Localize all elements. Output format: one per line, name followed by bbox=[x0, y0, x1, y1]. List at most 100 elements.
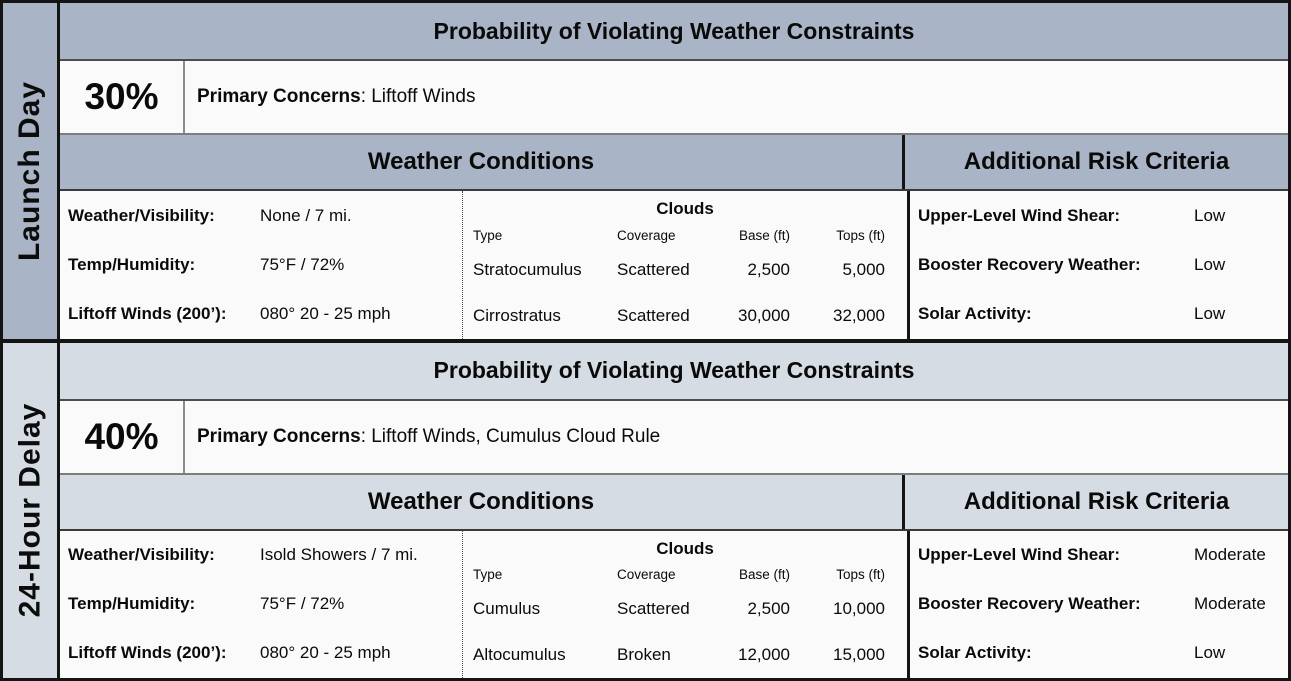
primary-concerns-value: : Liftoff Winds bbox=[360, 86, 476, 107]
24-hour-delay-section: 24-Hour Delay Probability of Violating W… bbox=[3, 338, 1288, 679]
weather-row-label: Temp/Humidity: bbox=[68, 254, 196, 274]
additional-risk-column: Upper-Level Wind Shear: Low Booster Reco… bbox=[907, 191, 1288, 339]
cloud-coverage: Broken bbox=[617, 645, 671, 665]
additional-risk-column: Upper-Level Wind Shear: Moderate Booster… bbox=[907, 530, 1288, 678]
weather-row-value: 75°F / 72% bbox=[260, 594, 345, 614]
risk-row: Booster Recovery Weather: Moderate bbox=[910, 580, 1288, 629]
risk-row: Upper-Level Wind Shear: Moderate bbox=[910, 531, 1288, 580]
condition-headers-row: Weather Conditions Additional Risk Crite… bbox=[60, 135, 1288, 191]
probability-header: Probability of Violating Weather Constra… bbox=[60, 3, 1288, 61]
risk-row-label: Booster Recovery Weather: bbox=[918, 254, 1141, 274]
primary-concerns-label: Primary Concerns bbox=[197, 86, 361, 107]
clouds-column-headers: Type Coverage Base (ft) Tops (ft) bbox=[463, 563, 907, 587]
section-side-label: 24-Hour Delay bbox=[13, 402, 46, 618]
weather-row-value: 75°F / 72% bbox=[260, 254, 345, 274]
cloud-type: Altocumulus bbox=[473, 645, 566, 665]
risk-row-value: Low bbox=[1194, 205, 1226, 225]
condition-headers-row: Weather Conditions Additional Risk Crite… bbox=[60, 474, 1288, 531]
risk-row-label: Solar Activity: bbox=[918, 643, 1032, 663]
clouds-column-headers: Type Coverage Base (ft) Tops (ft) bbox=[463, 223, 907, 247]
cloud-base: 2,500 bbox=[747, 259, 790, 279]
conditions-data-row: Weather/Visibility: None / 7 mi. Temp/Hu… bbox=[60, 191, 1288, 339]
weather-summary-column: Weather/Visibility: Isold Showers / 7 mi… bbox=[60, 530, 463, 678]
additional-risk-header: Additional Risk Criteria bbox=[905, 474, 1288, 529]
weather-row-value: 080° 20 - 25 mph bbox=[260, 303, 391, 323]
weather-row-value: None / 7 mi. bbox=[260, 205, 352, 225]
weather-row-label: Weather/Visibility: bbox=[68, 545, 215, 565]
cloud-base: 12,000 bbox=[738, 645, 790, 665]
risk-row: Solar Activity: Low bbox=[910, 289, 1288, 338]
clouds-table: Clouds Type Coverage Base (ft) Tops (ft)… bbox=[463, 531, 907, 679]
cloud-coverage: Scattered bbox=[617, 259, 690, 279]
cloud-type: Stratocumulus bbox=[473, 259, 582, 279]
24-hour-delay-side-cell: 24-Hour Delay bbox=[3, 342, 60, 678]
probability-row: 40% Primary Concerns: Liftoff Winds, Cum… bbox=[60, 400, 1288, 475]
clouds-column-header: Coverage bbox=[617, 227, 676, 243]
risk-row-label: Upper-Level Wind Shear: bbox=[918, 545, 1120, 565]
clouds-title: Clouds bbox=[656, 199, 714, 218]
section-side-label: Launch Day bbox=[13, 80, 47, 261]
weather-row: Temp/Humidity: 75°F / 72% bbox=[60, 240, 462, 289]
cloud-tops: 32,000 bbox=[833, 305, 885, 325]
weather-row: Liftoff Winds (200’): 080° 20 - 25 mph bbox=[60, 289, 462, 338]
weather-row-label: Weather/Visibility: bbox=[68, 205, 215, 225]
cloud-tops: 5,000 bbox=[842, 259, 885, 279]
cloud-row: Altocumulus Broken 12,000 15,000 bbox=[463, 632, 907, 678]
cloud-coverage: Scattered bbox=[617, 305, 690, 325]
clouds-title: Clouds bbox=[656, 538, 714, 558]
cloud-type: Cumulus bbox=[473, 599, 541, 619]
weather-conditions-header: Weather Conditions bbox=[60, 474, 905, 529]
cloud-row: Stratocumulus Scattered 2,500 5,000 bbox=[463, 247, 907, 293]
weather-row-label: Temp/Humidity: bbox=[68, 594, 196, 614]
cloud-base: 30,000 bbox=[738, 305, 790, 325]
primary-concerns: Primary Concerns: Liftoff Winds, Cumulus… bbox=[185, 401, 1288, 473]
cloud-row: Cumulus Scattered 2,500 10,000 bbox=[463, 587, 907, 633]
24-hour-delay-main: Probability of Violating Weather Constra… bbox=[60, 342, 1288, 679]
clouds-column-header: Coverage bbox=[617, 567, 676, 582]
cloud-type: Cirrostratus bbox=[473, 305, 561, 325]
weather-row-label: Liftoff Winds (200’): bbox=[68, 303, 227, 323]
risk-row-label: Solar Activity: bbox=[918, 303, 1032, 323]
risk-row-value: Low bbox=[1194, 643, 1226, 663]
primary-concerns-label: Primary Concerns bbox=[197, 425, 361, 447]
probability-row: 30% Primary Concerns: Liftoff Winds bbox=[60, 61, 1288, 135]
clouds-column-header: Base (ft) bbox=[738, 227, 790, 243]
cloud-tops: 15,000 bbox=[833, 645, 885, 665]
launch-day-main: Probability of Violating Weather Constra… bbox=[60, 3, 1288, 339]
weather-row: Liftoff Winds (200’): 080° 20 - 25 mph bbox=[60, 629, 462, 678]
weather-conditions-header: Weather Conditions bbox=[60, 135, 905, 189]
clouds-column-header: Tops (ft) bbox=[836, 227, 885, 243]
probability-header: Probability of Violating Weather Constra… bbox=[60, 342, 1288, 401]
weather-row-value: 080° 20 - 25 mph bbox=[260, 643, 391, 663]
launch-day-side-cell: Launch Day bbox=[3, 3, 60, 339]
cloud-tops: 10,000 bbox=[833, 599, 885, 619]
weather-row-value: Isold Showers / 7 mi. bbox=[260, 545, 418, 565]
risk-row-value: Moderate bbox=[1194, 545, 1266, 565]
risk-row: Upper-Level Wind Shear: Low bbox=[910, 191, 1288, 240]
clouds-table: Clouds Type Coverage Base (ft) Tops (ft)… bbox=[463, 191, 907, 339]
probability-value: 30% bbox=[60, 61, 185, 133]
weather-row: Temp/Humidity: 75°F / 72% bbox=[60, 580, 462, 629]
risk-row: Solar Activity: Low bbox=[910, 629, 1288, 678]
cloud-base: 2,500 bbox=[747, 599, 790, 619]
clouds-column-header: Tops (ft) bbox=[836, 567, 885, 582]
risk-row-value: Moderate bbox=[1194, 594, 1266, 614]
launch-day-section: Launch Day Probability of Violating Weat… bbox=[3, 3, 1288, 339]
risk-row-value: Low bbox=[1194, 254, 1226, 274]
probability-value: 40% bbox=[60, 400, 185, 473]
risk-row-label: Booster Recovery Weather: bbox=[918, 594, 1141, 614]
primary-concerns-value: : Liftoff Winds, Cumulus Cloud Rule bbox=[360, 425, 661, 447]
primary-concerns: Primary Concerns: Liftoff Winds bbox=[185, 61, 1288, 133]
weather-row-label: Liftoff Winds (200’): bbox=[68, 643, 227, 663]
risk-row: Booster Recovery Weather: Low bbox=[910, 240, 1288, 289]
clouds-column-header: Type bbox=[473, 567, 503, 582]
weather-summary-column: Weather/Visibility: None / 7 mi. Temp/Hu… bbox=[60, 191, 463, 339]
cloud-row: Cirrostratus Scattered 30,000 32,000 bbox=[463, 293, 907, 339]
cloud-coverage: Scattered bbox=[617, 599, 690, 619]
weather-row: Weather/Visibility: None / 7 mi. bbox=[60, 191, 462, 240]
clouds-column-header: Type bbox=[473, 227, 503, 243]
risk-row-value: Low bbox=[1194, 303, 1226, 323]
risk-row-label: Upper-Level Wind Shear: bbox=[918, 205, 1120, 225]
conditions-data-row: Weather/Visibility: Isold Showers / 7 mi… bbox=[60, 530, 1288, 679]
